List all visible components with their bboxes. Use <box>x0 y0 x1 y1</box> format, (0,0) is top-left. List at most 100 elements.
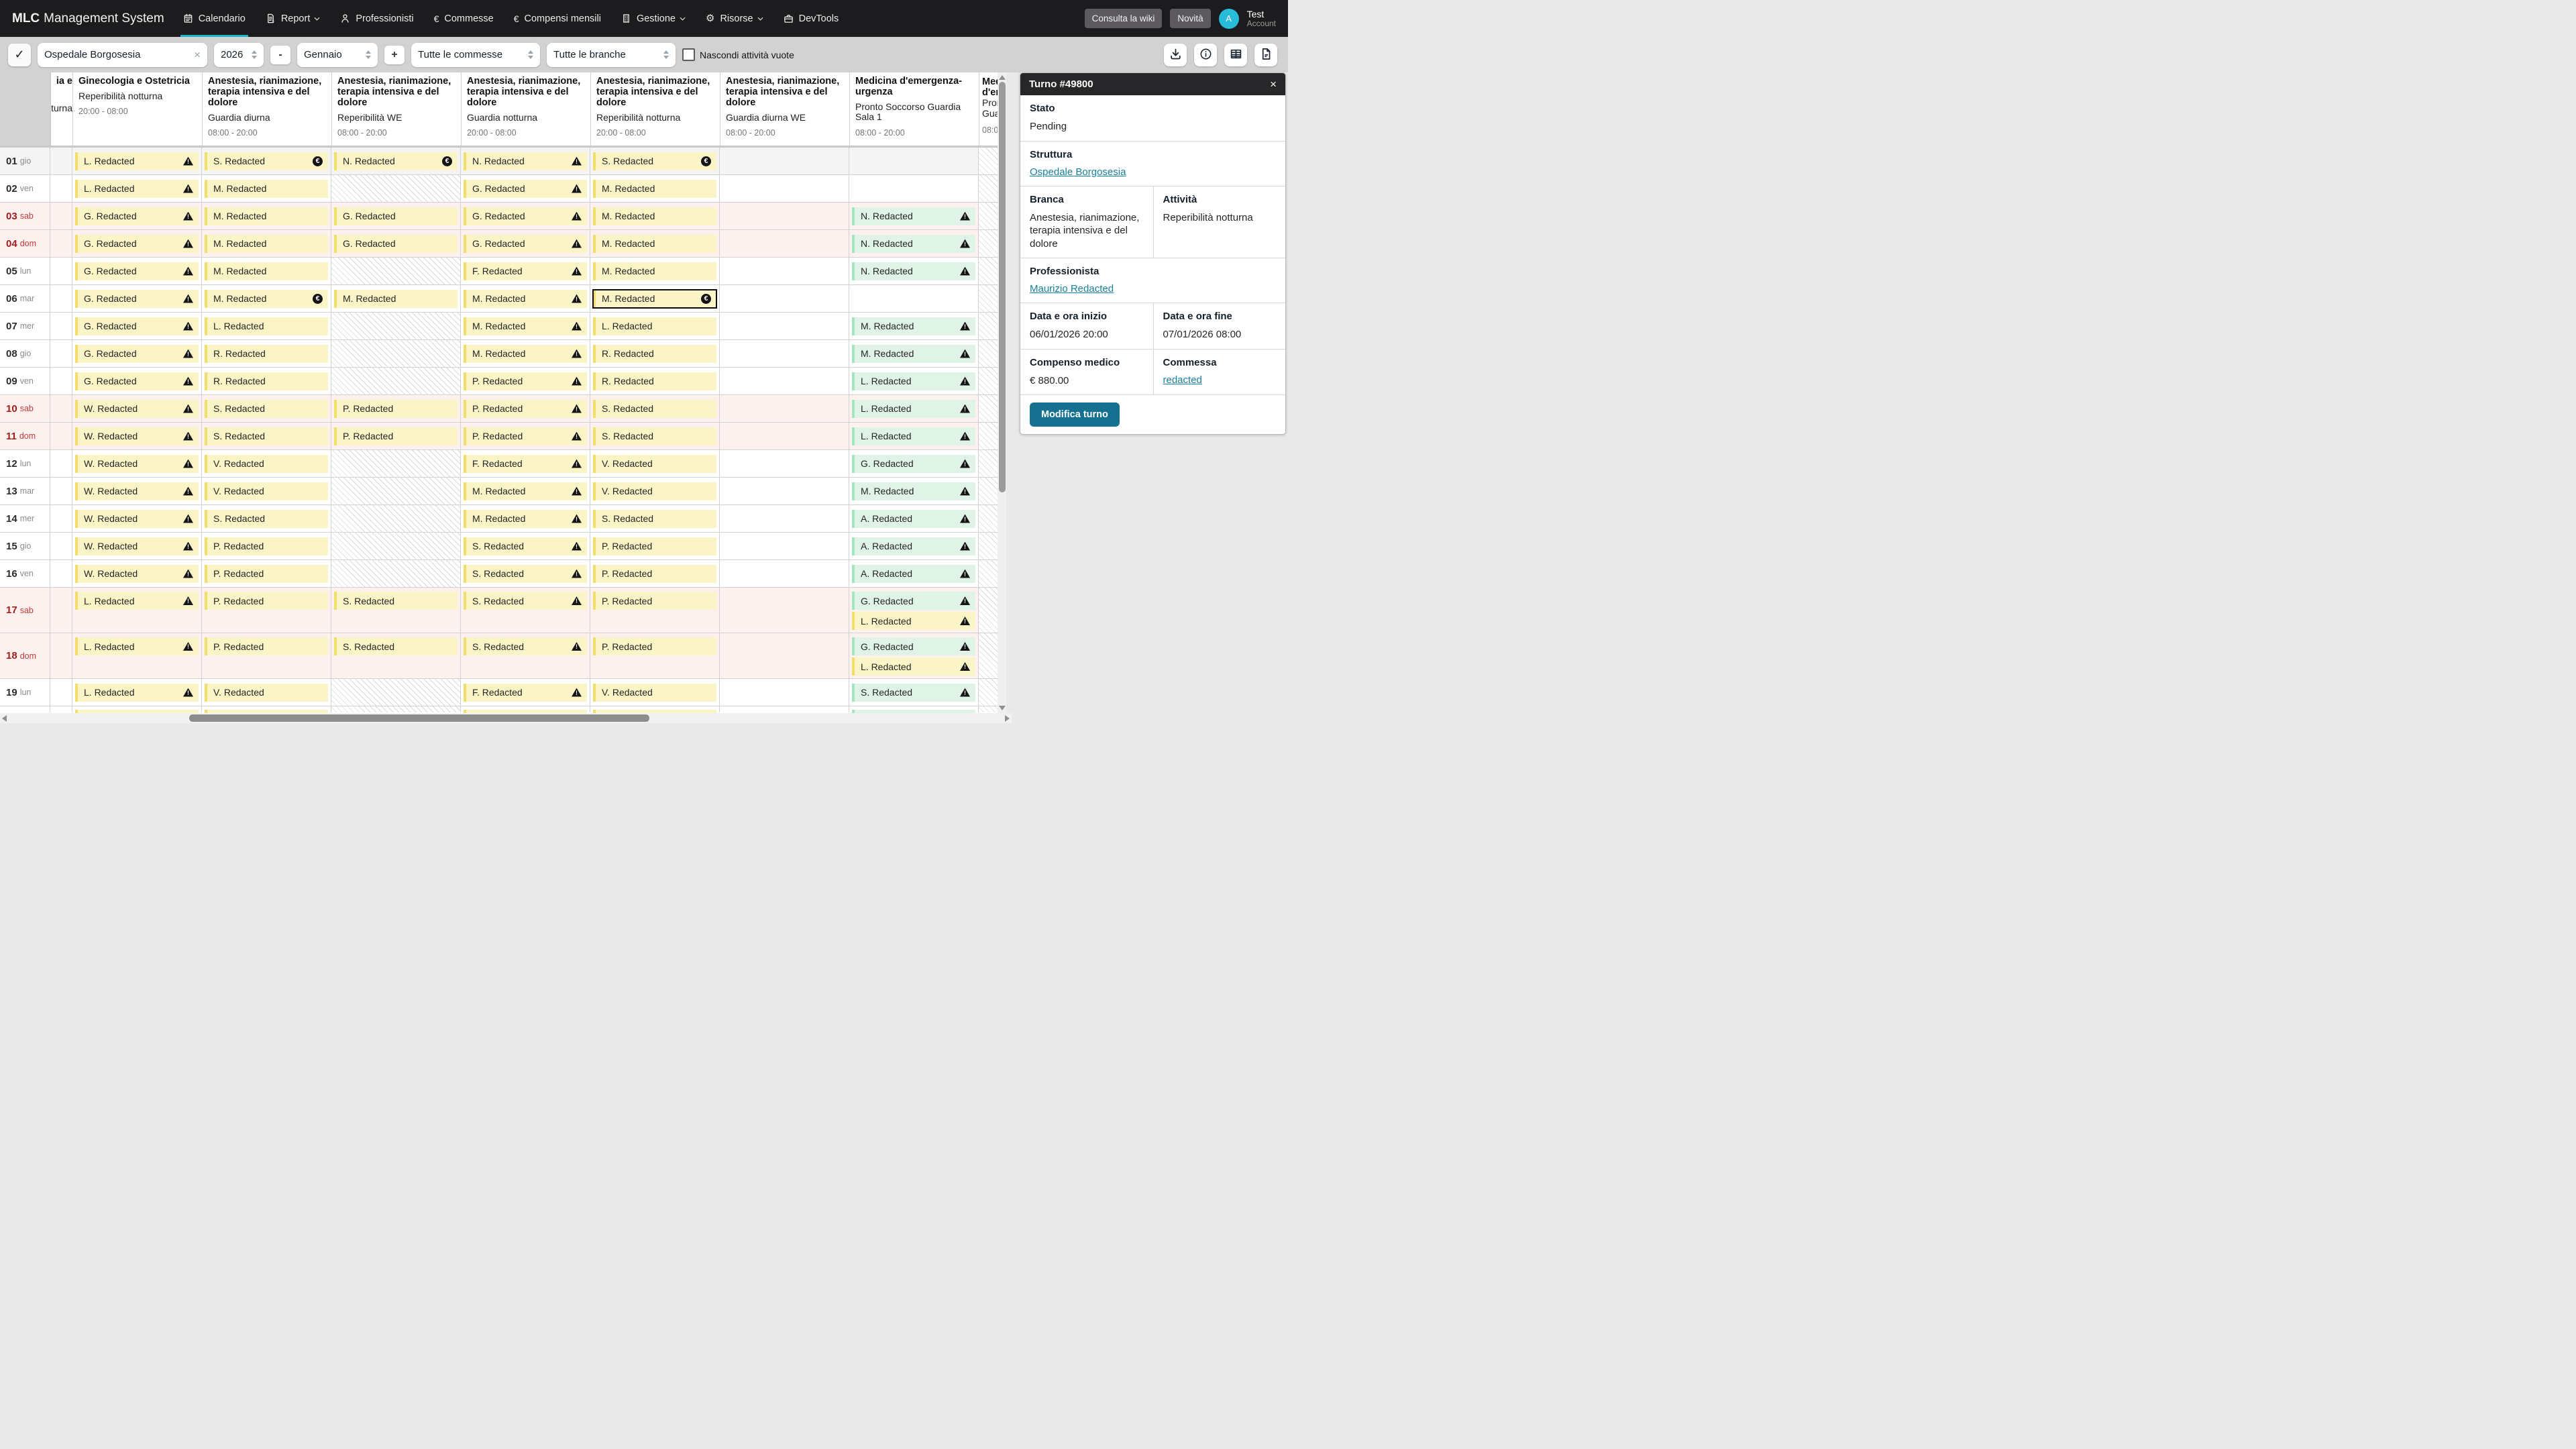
empty-cell[interactable] <box>720 258 849 284</box>
shift-chip[interactable]: P. Redacted <box>205 637 328 655</box>
empty-cell[interactable] <box>720 285 849 312</box>
download-button[interactable] <box>1164 43 1187 66</box>
scroll-left-icon[interactable] <box>2 714 7 722</box>
shift-chip[interactable]: M. Redacted <box>205 179 328 198</box>
scroll-up-icon[interactable] <box>998 75 1006 80</box>
shift-chip[interactable]: M. Redacted <box>593 262 716 280</box>
prev-month-button[interactable]: - <box>270 45 290 64</box>
shift-chip[interactable]: G. Redacted <box>75 317 199 335</box>
shift-chip[interactable]: P. Redacted <box>464 427 587 445</box>
shift-chip[interactable]: L. Redacted <box>593 317 716 335</box>
shift-chip[interactable] <box>205 710 328 713</box>
horizontal-scrollbar[interactable] <box>0 713 1012 723</box>
shift-chip[interactable]: R. Redacted <box>593 344 716 363</box>
horizontal-scrollbar-thumb[interactable] <box>189 714 649 722</box>
shift-chip[interactable]: L. Redacted <box>852 399 975 418</box>
shift-chip[interactable]: G. Redacted <box>852 637 975 655</box>
nav-item-commesse[interactable]: € Commesse <box>434 0 494 37</box>
close-icon[interactable]: × <box>1270 78 1277 91</box>
shift-chip[interactable]: V. Redacted <box>205 454 328 473</box>
year-spinner[interactable]: 2026 <box>214 42 264 67</box>
shift-chip[interactable]: S. Redacted <box>464 537 587 555</box>
shift-chip[interactable]: P. Redacted <box>205 592 328 610</box>
shift-chip[interactable]: L. Redacted <box>75 152 199 170</box>
apply-filters-button[interactable]: ✓ <box>8 43 31 66</box>
table-view-button[interactable] <box>1224 43 1247 66</box>
shift-chip[interactable]: G. Redacted <box>75 234 199 253</box>
shift-chip[interactable]: S. Redacted <box>593 152 716 170</box>
shift-chip[interactable]: A. Redacted <box>852 509 975 528</box>
shift-chip[interactable]: V. Redacted <box>593 482 716 500</box>
empty-cell[interactable] <box>720 203 849 229</box>
empty-cell[interactable] <box>849 175 979 202</box>
spinner-arrows-icon[interactable] <box>663 50 669 59</box>
shift-chip[interactable]: G. Redacted <box>75 372 199 390</box>
shift-chip[interactable]: L. Redacted <box>205 317 328 335</box>
branche-select[interactable]: Tutte le branche <box>547 42 676 67</box>
shift-chip[interactable]: S. Redacted <box>464 637 587 655</box>
shift-chip[interactable]: W. Redacted <box>75 537 199 555</box>
shift-chip[interactable]: S. Redacted <box>593 399 716 418</box>
month-select[interactable]: Gennaio <box>297 42 378 67</box>
shift-chip[interactable]: G. Redacted <box>75 262 199 280</box>
shift-chip[interactable] <box>593 710 716 713</box>
shift-chip[interactable]: P. Redacted <box>593 637 716 655</box>
shift-chip[interactable]: G. Redacted <box>75 289 199 308</box>
shift-chip[interactable]: R. Redacted <box>205 372 328 390</box>
shift-chip[interactable]: P. Redacted <box>334 399 458 418</box>
shift-chip[interactable]: S. Redacted <box>205 399 328 418</box>
shift-chip[interactable]: G. Redacted <box>852 592 975 610</box>
shift-chip[interactable]: P. Redacted <box>205 564 328 583</box>
shift-chip[interactable]: P. Redacted <box>334 427 458 445</box>
shift-chip[interactable]: G. Redacted <box>334 207 458 225</box>
shift-chip[interactable]: S. Redacted <box>205 152 328 170</box>
shift-chip[interactable]: R. Redacted <box>593 372 716 390</box>
info-button[interactable] <box>1194 43 1217 66</box>
shift-chip[interactable]: R. Redacted <box>205 344 328 363</box>
shift-chip[interactable]: W. Redacted <box>75 454 199 473</box>
shift-chip[interactable]: V. Redacted <box>205 683 328 702</box>
shift-chip[interactable]: S. Redacted <box>852 683 975 702</box>
nav-item-calendario[interactable]: Calendario <box>180 0 248 37</box>
empty-cell[interactable] <box>849 285 979 312</box>
commessa-link[interactable]: redacted <box>1163 374 1202 386</box>
shift-chip[interactable]: W. Redacted <box>75 564 199 583</box>
shift-chip[interactable]: S. Redacted <box>205 427 328 445</box>
facility-input[interactable]: Ospedale Borgosesia × <box>38 42 207 67</box>
shift-chip[interactable]: N. Redacted <box>852 207 975 225</box>
shift-chip[interactable]: A. Redacted <box>852 537 975 555</box>
hide-empty-checkbox[interactable] <box>682 48 695 61</box>
nav-item-report[interactable]: $ Report <box>266 0 321 37</box>
nav-item-compensi-mensili[interactable]: € Compensi mensili <box>514 0 601 37</box>
nav-item-professionisti[interactable]: Professionisti <box>340 0 414 37</box>
shift-chip[interactable]: M. Redacted <box>852 482 975 500</box>
shift-chip[interactable]: S. Redacted <box>464 564 587 583</box>
shift-chip[interactable] <box>852 710 975 713</box>
shift-chip[interactable]: W. Redacted <box>75 427 199 445</box>
shift-chip[interactable]: P. Redacted <box>464 372 587 390</box>
shift-chip[interactable]: S. Redacted <box>464 592 587 610</box>
empty-cell[interactable] <box>720 588 849 633</box>
shift-chip[interactable]: S. Redacted <box>334 592 458 610</box>
empty-cell[interactable] <box>720 505 849 532</box>
shift-chip[interactable]: M. Redacted <box>205 262 328 280</box>
shift-chip[interactable]: S. Redacted <box>593 509 716 528</box>
nav-item-devtools[interactable]: DevTools <box>784 0 839 37</box>
empty-cell[interactable] <box>720 230 849 257</box>
shift-chip[interactable]: M. Redacted <box>464 317 587 335</box>
empty-cell[interactable] <box>720 423 849 449</box>
shift-chip[interactable]: P. Redacted <box>593 537 716 555</box>
export-document-button[interactable] <box>1254 43 1277 66</box>
shift-chip[interactable]: L. Redacted <box>852 427 975 445</box>
shift-chip[interactable]: M. Redacted <box>852 344 975 363</box>
commesse-select[interactable]: Tutte le commesse <box>411 42 540 67</box>
shift-chip[interactable]: M. Redacted <box>852 317 975 335</box>
empty-cell[interactable] <box>720 175 849 202</box>
wiki-button[interactable]: Consulta la wiki <box>1084 9 1163 28</box>
shift-chip[interactable]: G. Redacted <box>464 207 587 225</box>
scroll-right-icon[interactable] <box>1005 714 1010 722</box>
shift-chip[interactable]: S. Redacted <box>334 637 458 655</box>
shift-chip[interactable]: P. Redacted <box>205 537 328 555</box>
empty-cell[interactable] <box>720 633 849 678</box>
shift-chip[interactable]: G. Redacted <box>464 234 587 253</box>
